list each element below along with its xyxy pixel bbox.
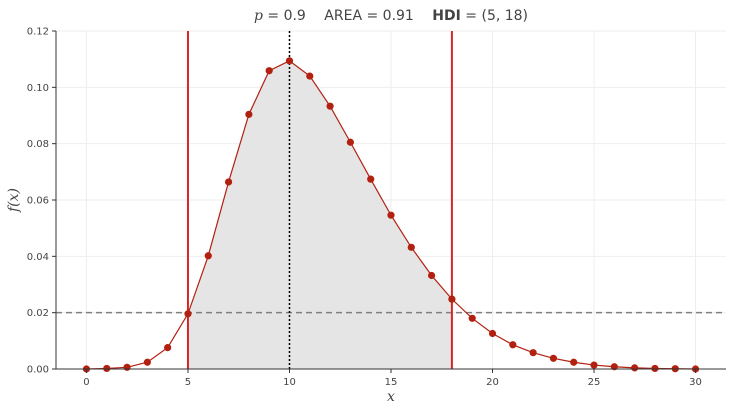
data-point xyxy=(590,361,598,369)
y-axis-label: f(x) xyxy=(6,188,22,213)
data-point xyxy=(549,354,558,362)
x-tick-label: 20 xyxy=(486,377,499,388)
x-ticks: 0 5 10 15 20 25 30 xyxy=(83,369,702,388)
data-point xyxy=(346,138,354,146)
data-point xyxy=(265,67,273,75)
x-tick-label: 0 xyxy=(83,377,89,388)
data-point xyxy=(143,358,151,366)
data-point xyxy=(224,178,233,186)
data-point xyxy=(407,243,415,251)
data-point xyxy=(123,363,131,371)
y-tick-label: 0.06 xyxy=(27,196,49,207)
title-area-value: = 0.91 xyxy=(366,8,413,24)
hdi-fill-area xyxy=(187,60,452,370)
data-point xyxy=(428,271,436,280)
chart-title: p = 0.9 AREA = 0.91 HDI = (5, 18) xyxy=(254,8,528,24)
title-p-label: p xyxy=(254,8,263,24)
data-point xyxy=(103,364,111,373)
x-tick-label: 5 xyxy=(185,377,191,388)
data-point xyxy=(387,211,395,219)
data-point xyxy=(651,364,659,373)
data-point xyxy=(529,349,537,357)
data-point xyxy=(245,110,253,118)
data-point xyxy=(631,364,639,372)
x-tick-label: 25 xyxy=(588,377,601,388)
y-tick-label: 0.00 xyxy=(27,365,49,376)
x-tick-label: 15 xyxy=(385,377,398,388)
data-point xyxy=(468,314,476,322)
data-point xyxy=(570,358,578,366)
y-tick-label: 0.12 xyxy=(27,27,49,38)
x-axis-label: x xyxy=(387,389,395,405)
grid xyxy=(56,30,726,370)
y-tick-label: 0.08 xyxy=(27,139,49,150)
x-tick-label: 10 xyxy=(283,377,296,388)
data-point xyxy=(367,175,375,183)
data-point xyxy=(326,102,334,110)
title-area-label: AREA xyxy=(324,8,362,24)
y-ticks: 0.00 0.02 0.04 0.06 0.08 0.10 0.12 xyxy=(27,27,56,376)
y-tick-label: 0.10 xyxy=(27,83,49,94)
title-p-value: = 0.9 xyxy=(267,8,305,24)
series-points xyxy=(82,57,700,373)
data-point xyxy=(285,57,294,65)
data-point xyxy=(448,295,456,303)
data-point xyxy=(164,343,172,352)
data-point xyxy=(184,310,192,318)
title-hdi-label: HDI xyxy=(432,8,461,24)
data-point xyxy=(509,341,517,349)
data-point xyxy=(306,72,314,80)
y-tick-label: 0.02 xyxy=(27,308,49,319)
data-point xyxy=(204,252,212,260)
data-point xyxy=(488,329,497,338)
y-tick-label: 0.04 xyxy=(27,252,49,263)
title-hdi-value: = (5, 18) xyxy=(465,8,528,24)
x-tick-label: 30 xyxy=(689,377,702,388)
